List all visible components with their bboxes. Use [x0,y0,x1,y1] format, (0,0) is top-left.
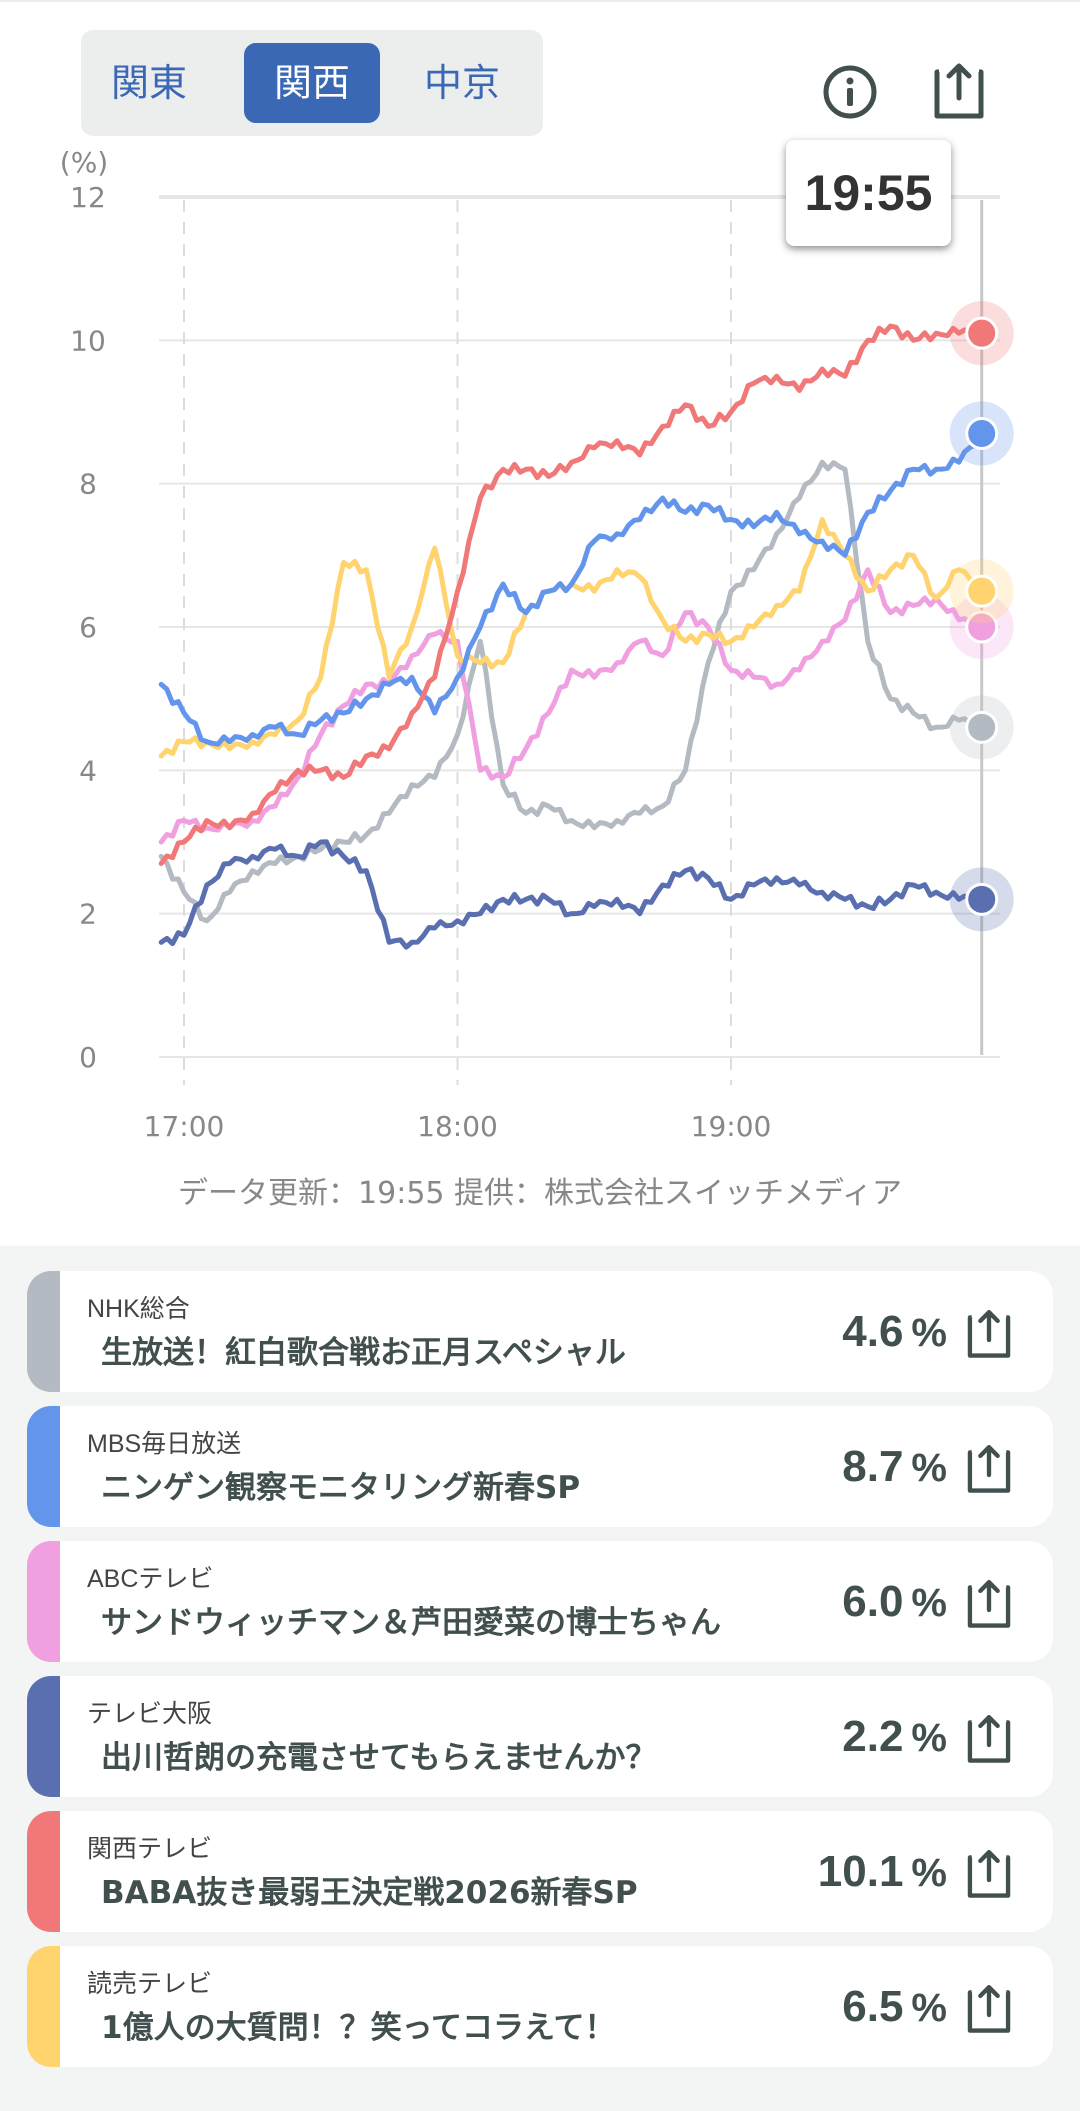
rating-unit: % [911,1311,947,1355]
program-title: ニンゲン観察モニタリング新春SP [101,1470,581,1506]
rating-unit: % [911,1716,947,1760]
channel-name: ABCテレビ [87,1565,214,1593]
rating-value: 8.7% [842,1442,947,1492]
channel-name: テレビ大阪 [87,1700,213,1728]
y-axis-unit-label: (%) [60,146,108,179]
series-line [158,431,985,747]
rating-number: 4.6 [842,1307,904,1356]
share-icon[interactable] [963,1440,1015,1496]
share-icon[interactable] [963,1575,1015,1631]
series-end-dot [965,610,999,644]
series-line [158,839,985,950]
rating-value: 4.6% [842,1307,947,1357]
channel-color-bar [27,1541,60,1662]
series-line [158,567,985,845]
program-card[interactable]: テレビ大阪 出川哲朗の充電させてもらえませんか？ 2.2% [27,1676,1053,1797]
y-tick-label: 6 [79,611,97,644]
rating-unit: % [911,1851,947,1895]
data-source-note: データ更新：19:55 提供：株式会社スイッチメディア [178,1176,902,1211]
rating-value: 2.2% [842,1712,947,1762]
channel-color-bar [27,1811,60,1932]
rating-unit: % [911,1446,947,1490]
channel-name: 読売テレビ [87,1970,213,1998]
series-end-dot [965,574,999,608]
share-icon[interactable] [963,1845,1015,1901]
x-tick-label: 17:00 [144,1110,225,1143]
program-title: 1億人の大質問！？笑ってコラえて！ [101,2010,616,2046]
program-title: 生放送！紅白歌合戦お正月スペシャル [101,1335,626,1371]
rating-unit: % [911,1581,947,1625]
rating-number: 6.0 [842,1577,904,1626]
channel-color-bar [27,1676,60,1797]
series-end-dot [965,882,999,916]
share-icon[interactable] [963,1710,1015,1766]
y-tick-label: 4 [79,754,97,787]
rating-number: 8.7 [842,1442,904,1491]
program-card[interactable]: 読売テレビ 1億人の大質問！？笑ってコラえて！ 6.5% [27,1946,1053,2067]
y-tick-label: 12 [70,181,106,214]
channel-color-bar [27,1406,60,1527]
series-end-dot [965,417,999,450]
program-title: 出川哲朗の充電させてもらえませんか？ [101,1740,657,1776]
series-line [158,517,985,759]
rating-value: 6.0% [842,1577,947,1627]
rating-value: 10.1% [818,1847,947,1897]
share-icon[interactable] [963,1980,1015,2036]
info-icon[interactable] [820,62,880,122]
program-title: サンドウィッチマン＆芦田愛菜の博士ちゃん [101,1605,721,1641]
share-icon[interactable] [929,58,989,119]
y-tick-label: 10 [70,324,106,357]
series-line [158,323,985,866]
y-tick-label: 2 [79,898,97,931]
rating-value: 6.5% [842,1982,947,2032]
program-card[interactable]: ABCテレビ サンドウィッチマン＆芦田愛菜の博士ちゃん 6.0% [27,1541,1053,1662]
time-tooltip: 19:55 [786,140,951,246]
x-tick-label: 19:00 [691,1110,772,1143]
channel-color-bar [27,1946,60,2067]
rating-unit: % [911,1986,947,2030]
y-tick-label: 0 [79,1041,97,1074]
ratings-line-chart[interactable]: (%) 0 2 4 6 8 10 12 17:00 18:00 19:00 [0,0,1080,1160]
region-tab-kansai[interactable]: 関西 [244,43,380,123]
program-card[interactable]: MBS毎日放送 ニンゲン観察モニタリング新春SP 8.7% [27,1406,1053,1527]
channel-color-bar [27,1271,60,1392]
x-tick-label: 18:00 [417,1110,498,1143]
program-title: BABA抜き最弱王決定戦2026新春SP [101,1875,638,1911]
program-card[interactable]: 関西テレビ BABA抜き最弱王決定戦2026新春SP 10.1% [27,1811,1053,1932]
region-tab-kanto[interactable]: 関東 [110,61,187,105]
top-divider [0,0,1080,2]
rating-number: 10.1 [817,1847,904,1896]
program-card[interactable]: NHK総合 生放送！紅白歌合戦お正月スペシャル 4.6% [27,1271,1053,1392]
channel-name: 関西テレビ [87,1835,213,1863]
y-tick-label: 8 [79,468,97,501]
share-icon[interactable] [963,1305,1015,1361]
channel-name: NHK総合 [87,1295,190,1323]
channel-name: MBS毎日放送 [87,1430,242,1458]
region-selector: 関東 関西 中京 [81,30,543,136]
series-end-dot [965,710,999,744]
rating-number: 6.5 [842,1982,904,2031]
rating-number: 2.2 [842,1712,904,1761]
region-tab-chukyo[interactable]: 中京 [423,61,500,105]
series-end-dot [965,316,999,350]
